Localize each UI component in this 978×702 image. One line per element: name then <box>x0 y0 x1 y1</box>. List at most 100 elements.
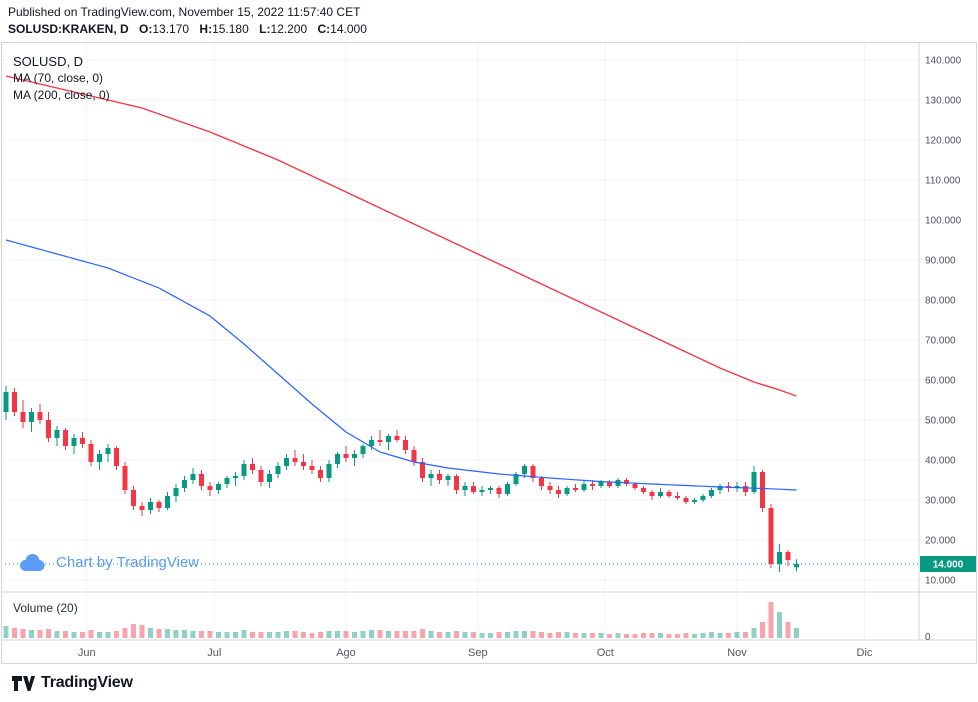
candle-body <box>343 454 349 458</box>
chart-border <box>1 42 977 664</box>
candle-body <box>632 484 638 488</box>
volume-bar <box>216 632 221 638</box>
ma70-line <box>5 75 797 397</box>
volume-bar <box>411 631 417 638</box>
legend-symbol[interactable]: SOLUSD, D <box>13 54 84 69</box>
price-tick-label: 140.000 <box>925 56 962 67</box>
candle-body <box>233 476 238 478</box>
volume-bar <box>343 631 349 638</box>
candle-body <box>182 480 187 488</box>
volume-bar <box>165 629 170 638</box>
candle-body <box>564 488 570 494</box>
candle-body <box>768 508 774 564</box>
candle-body <box>199 474 204 486</box>
volume-bar <box>335 631 340 638</box>
candle-body <box>216 484 221 490</box>
month-label: Dic <box>857 647 873 659</box>
ma200-line <box>5 239 797 491</box>
price-tick-label: 100.000 <box>925 216 962 227</box>
close-value: C:14.000 <box>317 22 367 36</box>
candle-body <box>785 552 791 560</box>
candle-body <box>581 484 587 490</box>
footer-bar: TradingView <box>0 664 978 702</box>
volume-bar <box>785 622 791 638</box>
volume-bar <box>666 634 672 638</box>
volume-bar <box>54 631 60 638</box>
tradingview-wordmark[interactable]: TradingView <box>41 674 133 691</box>
volume-bar <box>615 633 621 638</box>
candle-body <box>29 412 34 422</box>
candle-body <box>649 492 655 496</box>
published-header: Published on TradingView.com, November 1… <box>0 0 978 42</box>
month-label: Ago <box>336 647 356 659</box>
volume-bar <box>428 631 434 638</box>
price-tick-label: 120.000 <box>925 136 962 147</box>
volume-bar <box>224 632 230 638</box>
candle-body <box>590 484 595 486</box>
volume-bar <box>479 633 485 638</box>
candle-body <box>190 474 196 480</box>
volume-bar <box>598 633 604 638</box>
candle-body <box>717 486 723 490</box>
candle-body <box>148 502 153 510</box>
candle-body <box>658 492 663 496</box>
volume-bar <box>539 632 544 638</box>
volume-bar <box>207 631 213 638</box>
candle-body <box>71 438 77 446</box>
volume-bar <box>445 632 451 638</box>
published-text: Published on TradingView.com, November 1… <box>8 5 361 19</box>
volume-bar <box>292 631 298 638</box>
volume-bar <box>462 632 468 638</box>
candle-body <box>454 476 459 490</box>
volume-bar <box>88 630 94 638</box>
volume-bar <box>717 633 723 638</box>
volume-bar <box>581 633 587 638</box>
candle-body <box>420 462 425 478</box>
legend-ma200[interactable]: MA (200, close, 0) <box>13 88 110 102</box>
chart-area[interactable]: Jun Jul Ago Sep Oct Nov Dic 140.000 130.000 120.0… <box>1 42 977 664</box>
candle-body <box>641 488 646 492</box>
candle-body <box>700 496 706 500</box>
volume-bar <box>369 630 374 638</box>
candle-body <box>20 412 26 422</box>
price-chart-svg[interactable]: Jun Jul Ago Sep Oct Nov Dic 140.000 130.000 120.0… <box>1 42 977 664</box>
volume-bar <box>114 631 119 638</box>
volume-bar <box>649 633 655 638</box>
volume-bar <box>267 632 272 638</box>
price-tick-label: 130.000 <box>925 96 962 107</box>
candle-body <box>794 564 799 568</box>
chart-legend: SOLUSD, D MA (70, close, 0) MA (200, clo… <box>13 53 110 104</box>
volume-bar <box>131 624 136 638</box>
tradingview-logo-icon[interactable] <box>10 673 35 693</box>
volume-bar <box>63 631 68 638</box>
price-tick-label: 60.000 <box>925 376 956 387</box>
volume-bar <box>607 634 612 638</box>
symbol-text: SOLUSD:KRAKEN, D <box>8 22 129 36</box>
volume-bar <box>301 632 306 638</box>
candle-body <box>275 466 281 474</box>
candle-body <box>471 486 476 492</box>
volume-bar <box>97 632 102 638</box>
candle-body <box>46 420 51 438</box>
volume-bar <box>3 626 9 638</box>
volume-bar <box>46 629 51 638</box>
volume-bar <box>632 634 638 638</box>
volume-bar <box>709 632 714 638</box>
price-tick-label: 70.000 <box>925 336 956 347</box>
tradingview-watermark[interactable]: Chart by TradingView <box>17 552 199 573</box>
candle-body <box>488 488 493 490</box>
candle-body <box>428 474 434 478</box>
volume-bar <box>394 631 400 638</box>
volume-indicator-label[interactable]: Volume (20) <box>13 601 78 615</box>
volume-bar <box>505 632 510 638</box>
month-label: Oct <box>597 647 614 659</box>
candle-body <box>258 470 264 482</box>
price-tick-label: 20.000 <box>925 536 956 547</box>
price-tick-label: 10.000 <box>925 576 956 587</box>
candle-body <box>683 498 689 502</box>
volume-bar <box>751 628 757 638</box>
legend-ma70[interactable]: MA (70, close, 0) <box>13 71 104 85</box>
last-price-tag <box>920 556 976 572</box>
volume-bar <box>241 630 247 638</box>
watermark-text: Chart by TradingView <box>56 554 200 571</box>
